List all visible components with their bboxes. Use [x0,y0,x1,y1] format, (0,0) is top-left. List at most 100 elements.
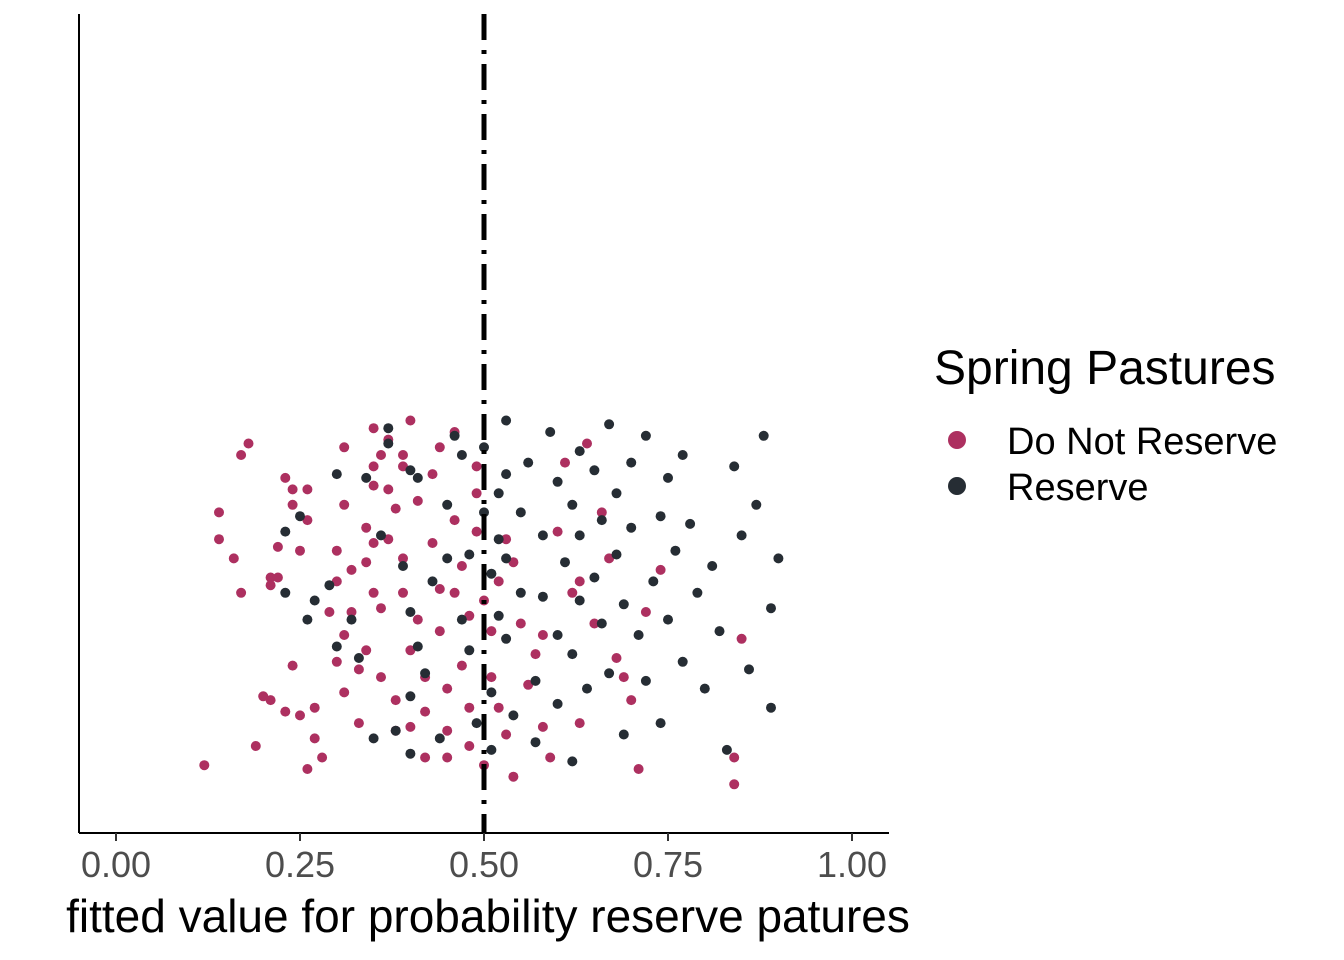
point-reserve-77 [626,522,637,533]
point-do-not-reserve-117 [655,564,666,575]
point-reserve-5 [324,580,335,591]
point-do-not-reserve-71 [434,442,445,453]
points-layer [199,415,784,790]
point-reserve-75 [618,729,629,740]
point-do-not-reserve-112 [611,653,622,663]
point-reserve-85 [663,614,673,625]
point-do-not-reserve-91 [493,576,504,587]
point-do-not-reserve-64 [412,614,423,625]
point-reserve-91 [699,683,710,694]
point-do-not-reserve-26 [317,752,328,763]
point-reserve-38 [486,744,497,755]
x-tick-label-1: 0.25 [265,844,335,885]
point-do-not-reserve-118 [729,752,740,763]
point-reserve-73 [611,549,622,560]
point-reserve-96 [736,530,747,541]
point-do-not-reserve-85 [471,488,482,499]
point-reserve-64 [574,595,585,606]
point-do-not-reserve-1 [214,507,224,518]
point-do-not-reserve-31 [339,630,350,640]
point-do-not-reserve-14 [280,706,291,717]
point-reserve-63 [574,530,585,541]
point-reserve-44 [501,553,512,564]
point-do-not-reserve-55 [390,503,401,514]
point-do-not-reserve-41 [361,522,372,533]
point-do-not-reserve-101 [537,630,548,640]
point-do-not-reserve-44 [368,587,379,598]
point-do-not-reserve-57 [398,587,408,598]
point-do-not-reserve-60 [405,415,416,426]
point-reserve-97 [744,664,754,675]
point-reserve-83 [655,718,666,729]
point-reserve-7 [331,469,342,480]
point-reserve-10 [361,472,372,483]
point-do-not-reserve-16 [287,484,298,495]
point-reserve-102 [773,553,784,564]
point-do-not-reserve-10 [265,572,276,583]
point-do-not-reserve-30 [331,656,342,667]
point-do-not-reserve-21 [302,764,313,774]
point-do-not-reserve-27 [324,607,335,617]
point-do-not-reserve-69 [427,538,438,548]
point-reserve-0 [280,526,291,537]
legend-title: Spring Pastures [934,342,1276,395]
point-reserve-8 [346,614,357,625]
point-do-not-reserve-29 [331,576,342,587]
point-reserve-36 [486,568,497,579]
point-reserve-14 [383,423,394,434]
point-do-not-reserve-38 [353,664,364,675]
point-reserve-37 [486,687,497,698]
point-do-not-reserve-102 [545,752,556,763]
x-axis-title: fitted value for probability reserve pat… [66,890,910,942]
plot-area [78,14,889,834]
point-reserve-61 [567,756,578,767]
point-do-not-reserve-33 [339,442,350,453]
point-do-not-reserve-12 [272,541,283,552]
point-reserve-45 [501,633,512,644]
point-reserve-21 [412,641,423,652]
point-do-not-reserve-0 [199,760,210,771]
point-do-not-reserve-3 [228,553,239,564]
point-do-not-reserve-4 [236,587,247,598]
legend-label-reserve: Reserve [1007,467,1149,509]
point-do-not-reserve-5 [236,450,247,460]
point-reserve-1 [280,587,291,598]
point-do-not-reserve-93 [501,534,512,545]
point-do-not-reserve-22 [302,484,313,495]
point-do-not-reserve-8 [258,691,269,702]
point-do-not-reserve-48 [376,672,386,683]
point-reserve-81 [648,576,659,587]
point-do-not-reserve-70 [434,626,445,637]
point-do-not-reserve-80 [456,660,467,671]
point-do-not-reserve-66 [420,752,431,763]
point-do-not-reserve-94 [501,729,512,740]
point-reserve-94 [721,744,732,755]
point-reserve-67 [589,572,600,583]
point-reserve-59 [567,499,578,510]
point-reserve-23 [420,668,431,679]
point-reserve-62 [574,446,585,457]
point-reserve-68 [596,515,607,526]
point-do-not-reserve-2 [214,534,224,545]
point-do-not-reserve-59 [398,450,408,460]
point-do-not-reserve-78 [449,587,460,598]
point-reserve-2 [295,511,305,522]
point-do-not-reserve-34 [339,687,350,698]
point-do-not-reserve-79 [456,561,467,571]
point-do-not-reserve-92 [493,702,504,713]
legend-key-do-not-reserve [948,431,966,449]
point-reserve-71 [604,668,615,679]
point-do-not-reserve-25 [309,733,320,744]
point-reserve-65 [582,683,592,694]
point-reserve-9 [353,653,364,663]
x-tick-label-2: 0.50 [449,844,519,885]
point-reserve-49 [523,457,534,468]
point-reserve-48 [515,587,526,598]
point-reserve-3 [302,614,313,625]
point-reserve-24 [427,576,438,587]
point-do-not-reserve-32 [339,499,350,510]
point-do-not-reserve-61 [405,721,416,732]
point-do-not-reserve-113 [618,672,629,683]
